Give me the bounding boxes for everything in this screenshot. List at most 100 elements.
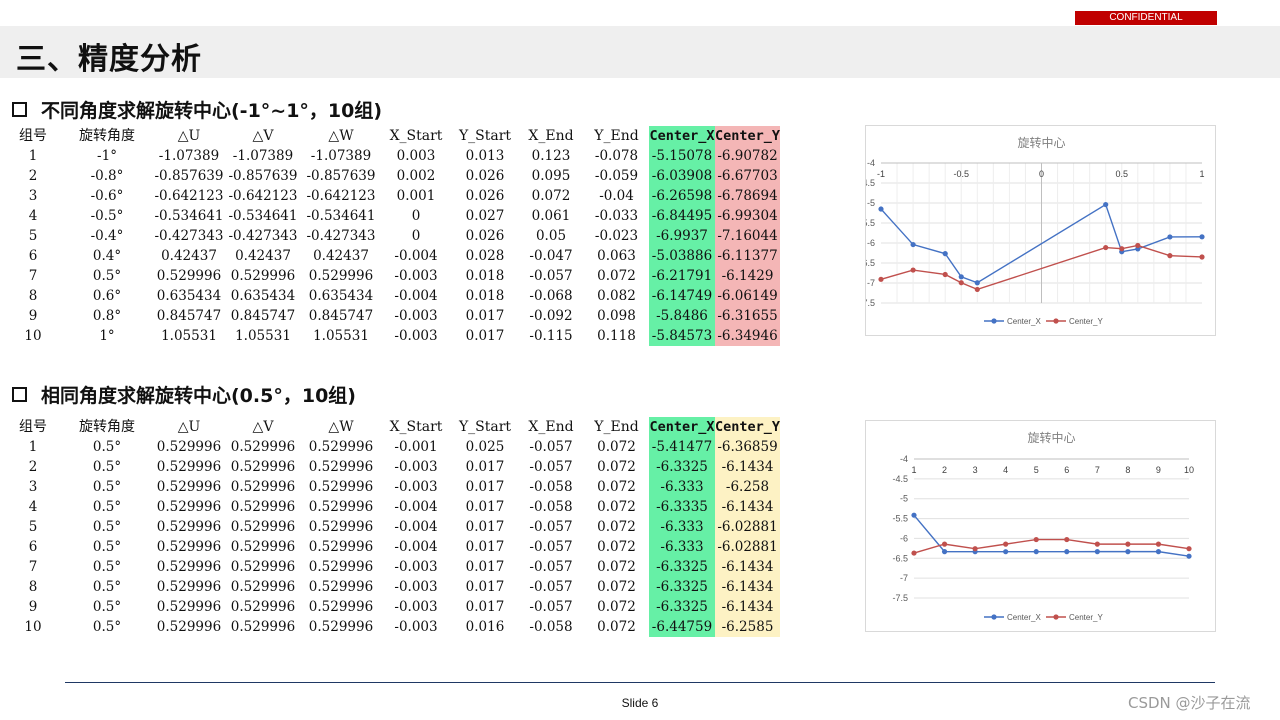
y-tick-label: -6.5 [892, 553, 908, 563]
table-cell: 3 [28, 479, 38, 495]
legend-label: Center_Y [1069, 317, 1103, 326]
table-cell: -0.003 [394, 459, 438, 475]
table-cell: -0.427343 [154, 228, 224, 244]
y-tick-label: -7.5 [892, 593, 908, 603]
column-header: X_End [528, 419, 574, 435]
table-cell: 0.5° [92, 268, 122, 284]
table-cell: 0.5° [92, 599, 122, 615]
table-cell: 0.5° [92, 499, 122, 515]
table-row: 9 0.8° 0.845747 0.845747 0.845747 -0.003 0.017… [6, 306, 781, 326]
column-header: △U [177, 419, 201, 435]
table-cell: -1.07389 [158, 148, 220, 164]
table-header-row: 组号 旋转角度 △U △V △W X_Start Y_Start X_End Y_End Cent… [6, 417, 781, 437]
table-cell: 0 [411, 208, 421, 224]
y-tick-label: -4 [900, 454, 908, 464]
table-row: 4 0.5° 0.529996 0.529996 0.529996 -0.004 0.017… [6, 497, 781, 517]
table-cell: 0.529996 [308, 579, 374, 595]
table-row: 6 0.5° 0.529996 0.529996 0.529996 -0.004 0.017… [6, 537, 781, 557]
table-cell: -0.003 [394, 308, 438, 324]
table-cell: 0.025 [465, 439, 505, 455]
table-cell: -6.1429 [715, 266, 781, 286]
chart-title: 旋转中心 [1017, 135, 1065, 150]
table-cell: -0.057 [529, 559, 573, 575]
table-cell: 0.017 [465, 599, 505, 615]
table-cell: 0.529996 [230, 619, 296, 635]
table-cell: 0.5° [92, 539, 122, 555]
table-cell: 1.05531 [161, 328, 217, 344]
table-cell: 9 [28, 599, 38, 615]
table-cell: 0.845747 [230, 308, 296, 324]
y-tick-label: -7 [867, 278, 875, 288]
table-cell: 2 [28, 168, 38, 184]
y-tick-label: -5.5 [866, 218, 875, 228]
column-header: Y_End [594, 128, 639, 144]
table-cell: -6.3325 [649, 557, 715, 577]
chart-rotation-center-1: 旋转中心 -4 -4.5 -5 -5.5 -6 -6.5 -7 -7.5 -1 -0.5 0 0.5 1 C… [866, 135, 1205, 326]
data-point [1103, 201, 1109, 208]
data-point [1094, 541, 1100, 547]
table-cell: 0.017 [465, 459, 505, 475]
table-cell: 0.026 [465, 228, 505, 244]
data-point [1186, 553, 1192, 559]
table-cell: 0.529996 [308, 519, 374, 535]
table-cell: -0.427343 [228, 228, 298, 244]
table-cell: -6.44759 [649, 617, 715, 637]
table-cell: 7 [28, 268, 38, 284]
table-cell: 7 [28, 559, 38, 575]
table-cell: -6.03908 [649, 166, 715, 186]
column-header: △U [177, 128, 201, 144]
table-cell: -1.07389 [310, 148, 372, 164]
slide-number: Slide 6 [621, 696, 659, 710]
data-point [910, 267, 916, 273]
table-cell: 0.845747 [156, 308, 222, 324]
table-cell: 1 [28, 439, 38, 455]
column-header: Center_X [649, 126, 715, 146]
table-cell: 1.05531 [313, 328, 369, 344]
table-cell: -0.023 [594, 228, 639, 244]
y-tick-label: -4.5 [866, 178, 875, 188]
table-cell: 0.072 [597, 539, 636, 555]
table-cell: -0.003 [394, 479, 438, 495]
table-cell: -0.057 [529, 268, 573, 284]
table-cell: -6.3335 [649, 497, 715, 517]
table-cell: -0.003 [394, 328, 438, 344]
table-cell: 0.013 [465, 148, 505, 164]
data-point [1199, 254, 1205, 260]
x-tick-label: 10 [1184, 465, 1194, 475]
table-cell: 4 [28, 208, 38, 224]
data-point [974, 280, 980, 286]
legend-label: Center_X [1007, 317, 1041, 326]
table-cell: 0.017 [465, 479, 505, 495]
chart-title: 旋转中心 [1027, 430, 1075, 445]
section1-heading-text: 不同角度求解旋转中心(-1°~1°，10组) [41, 100, 383, 122]
table-cell: 0.635434 [156, 288, 222, 304]
table-cell: 0.017 [465, 308, 505, 324]
table-cell: 0.529996 [308, 268, 374, 284]
table-row: 4 -0.5° -0.534641 -0.534641 -0.534641 0 0.027 0… [6, 206, 781, 226]
table-header-row: 组号 旋转角度 △U △V △W X_Start Y_Start X_End Y_End Cent… [6, 126, 781, 146]
y-tick-label: -5 [900, 494, 908, 504]
table-cell: -6.84495 [649, 206, 715, 226]
table-cell: -0.534641 [154, 208, 224, 224]
table-cell: 9 [28, 308, 38, 324]
table-cell: -0.058 [529, 619, 573, 635]
table-row: 7 0.5° 0.529996 0.529996 0.529996 -0.003 0.018… [6, 266, 781, 286]
data-point [972, 546, 978, 552]
table-cell: -0.003 [394, 599, 438, 615]
x-tick-label: -1 [877, 169, 885, 179]
legend-label: Center_X [1007, 613, 1041, 622]
table-cell: 0.529996 [308, 599, 374, 615]
table-cell: 0.5° [92, 559, 122, 575]
column-header: Y_End [594, 419, 639, 435]
series-line-center-x [880, 203, 1203, 284]
column-header: △W [328, 128, 354, 144]
table-cell: 0.072 [597, 519, 636, 535]
column-header: 旋转角度 [79, 128, 135, 144]
table-cell: -0.058 [529, 479, 573, 495]
table-cell: 10 [24, 619, 42, 635]
table-cell: 0.018 [465, 288, 505, 304]
data-point [878, 276, 884, 282]
x-tick-label: 6 [1064, 465, 1069, 475]
table-cell: 0.072 [597, 619, 636, 635]
column-header: △V [252, 128, 274, 144]
